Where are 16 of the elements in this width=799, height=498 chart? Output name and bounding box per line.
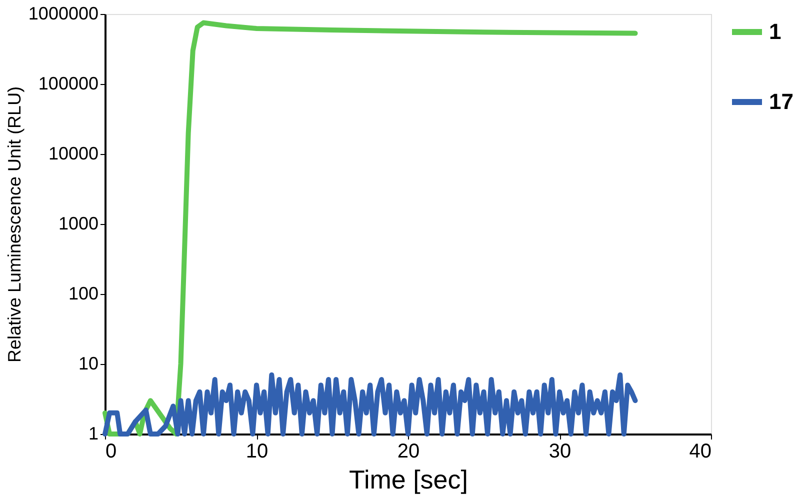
legend-label: 1 — [769, 19, 782, 44]
y-tick-label: 10000 — [48, 144, 98, 164]
x-tick-label: 20 — [397, 440, 420, 462]
x-tick-label: 30 — [548, 440, 572, 462]
x-axis-title: Time [sec] — [349, 464, 468, 494]
x-tick-label: 0 — [106, 440, 117, 462]
legend-label: 17 — [769, 89, 794, 114]
y-tick-label: 100 — [68, 284, 98, 304]
y-tick-label: 100000 — [38, 74, 98, 94]
y-axis-title: Relative Luminescence Unit (RLU) — [4, 86, 24, 363]
y-tick-label: 1000 — [58, 214, 98, 234]
y-tick-label: 10 — [78, 354, 98, 374]
x-tick-label: 40 — [689, 440, 712, 462]
y-tick-label: 1000000 — [28, 4, 98, 24]
x-tick-label: 10 — [246, 440, 268, 462]
y-tick-label: 1 — [88, 424, 98, 444]
